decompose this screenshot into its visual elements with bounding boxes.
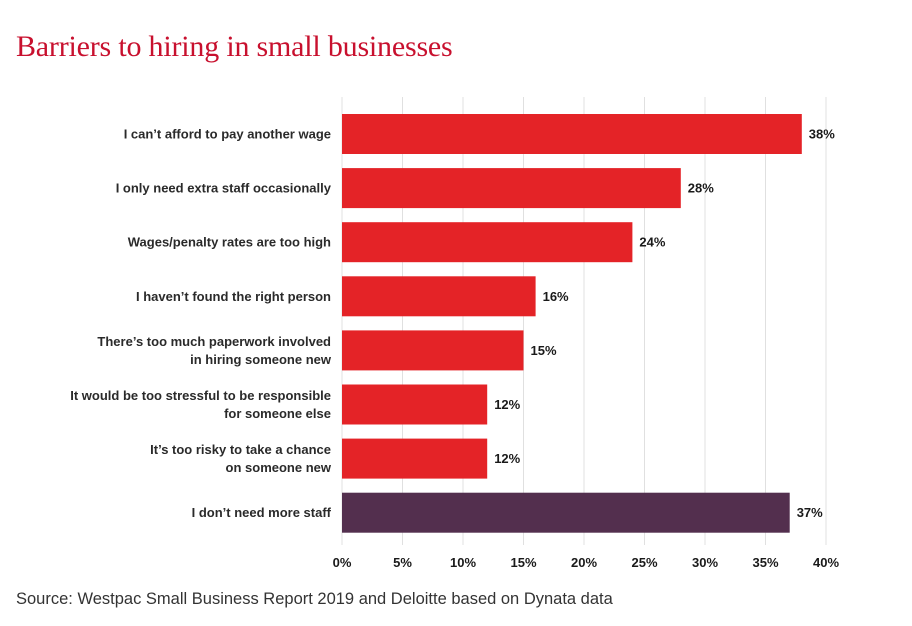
bar (342, 114, 802, 154)
data-label: 15% (531, 343, 557, 358)
x-tick-label: 20% (571, 555, 597, 570)
bar (342, 168, 681, 209)
category-label: There’s too much paperwork involved in hi… (97, 334, 331, 367)
bar (342, 276, 536, 317)
category-label: Wages/penalty rates are too high (128, 235, 331, 250)
x-tick-label: 15% (510, 555, 536, 570)
bar (342, 492, 790, 533)
x-tick-label: 25% (631, 555, 657, 570)
data-label: 16% (543, 289, 569, 304)
x-tick-label: 30% (692, 555, 718, 570)
bar (342, 384, 488, 425)
source-note: Source: Westpac Small Business Report 20… (16, 590, 613, 608)
category-label: I haven’t found the right person (136, 289, 331, 304)
x-axis-ticks: 0% 5% 10% 15% 20% 25% 30% 35% 40% (333, 555, 840, 570)
category-label: I only need extra staff occasionally (116, 181, 332, 196)
chart-title: Barriers to hiring in small businesses (16, 30, 453, 63)
x-tick-label: 40% (813, 555, 839, 570)
data-label: 24% (639, 235, 665, 250)
value-labels: 38% 28% 24% 16% 15% 12% 12% 37% (494, 127, 835, 521)
data-label: 37% (797, 505, 823, 520)
category-label: I can’t afford to pay another wage (124, 127, 331, 142)
x-tick-label: 35% (752, 555, 778, 570)
x-tick-label: 0% (333, 555, 352, 570)
category-labels: I can’t afford to pay another wage I only… (70, 127, 332, 521)
bar (342, 222, 633, 263)
bars (342, 114, 802, 533)
category-label: It’s too risky to take a chance on someon… (150, 442, 332, 475)
x-tick-label: 5% (393, 555, 412, 570)
data-label: 12% (494, 397, 520, 412)
x-tick-label: 10% (450, 555, 476, 570)
bar (342, 438, 488, 479)
bar (342, 330, 524, 371)
data-label: 28% (688, 181, 714, 196)
category-label: It would be too stressful to be responsi… (70, 388, 331, 421)
data-label: 38% (809, 127, 835, 142)
category-label: I don’t need more staff (192, 505, 332, 520)
data-label: 12% (494, 451, 520, 466)
